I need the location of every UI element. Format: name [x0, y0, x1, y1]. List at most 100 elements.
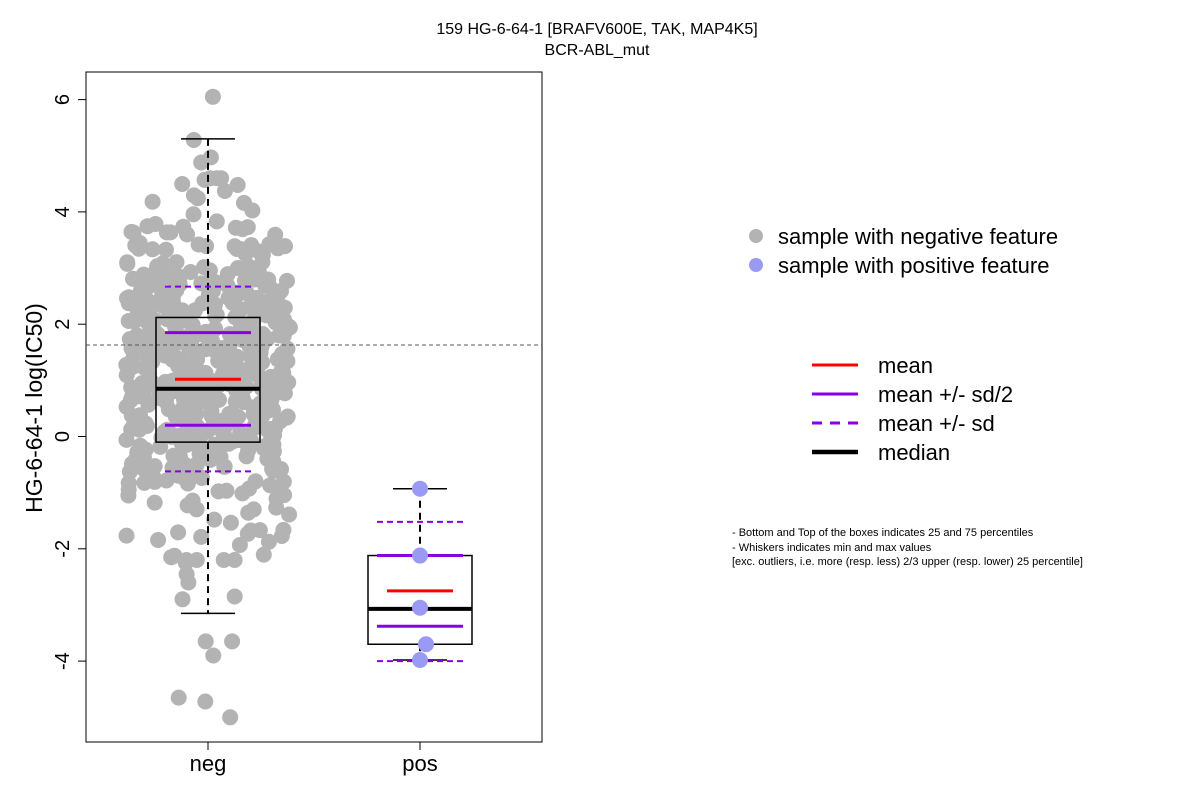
neg-box	[155, 316, 261, 443]
neg-sample-point	[213, 170, 230, 187]
pos-sample-point	[412, 599, 428, 616]
neg-sample-point	[200, 286, 217, 303]
neg-sample-point	[158, 224, 175, 241]
plot-frame	[85, 71, 543, 743]
neg-sample-point	[240, 266, 257, 283]
neg-sample-point	[163, 549, 180, 566]
neg-sample-point	[146, 494, 163, 511]
neg-sample-point	[250, 340, 267, 357]
neg-sample-point	[136, 461, 153, 478]
neg-sample-point	[224, 633, 241, 650]
neg-sample-point	[147, 312, 164, 328]
neg-sample-point	[181, 343, 198, 360]
neg-sample-point	[206, 511, 223, 528]
x-tick-label: neg	[190, 751, 227, 776]
neg-sample-point	[226, 238, 243, 255]
legend-line-label: mean +/- sd	[878, 411, 995, 436]
neg-sample-point	[239, 219, 256, 236]
neg-sample-point	[281, 506, 298, 523]
neg-sample-point	[175, 218, 192, 235]
neg-sample-point	[174, 591, 191, 608]
neg-sample-point	[202, 170, 219, 187]
neg-sample-point	[123, 223, 140, 240]
neg-sample-point	[185, 206, 202, 223]
neg-sample-point	[137, 346, 154, 363]
neg-sample-point	[222, 709, 239, 726]
neg-sample-point	[125, 418, 142, 435]
neg-sample-point	[178, 552, 195, 568]
neg-sample-point	[268, 490, 285, 507]
neg-sample-point	[144, 193, 161, 210]
neg-sample-point	[120, 487, 137, 504]
legend: sample with negative feature sample with …	[749, 224, 1058, 465]
neg-sample-point	[170, 524, 187, 541]
neg-sample-point	[220, 435, 237, 452]
pos-sample-point	[418, 636, 434, 653]
neg-sample-point	[204, 88, 221, 105]
neg-sample-point	[241, 480, 258, 497]
neg-sample-point	[197, 693, 214, 710]
neg-sample-point	[274, 318, 291, 335]
neg-sample-point	[245, 501, 262, 518]
neg-sample-point	[255, 440, 272, 457]
y-tick-label: 2	[52, 319, 74, 330]
neg-sample-point	[149, 258, 166, 275]
neg-sample-point	[140, 396, 157, 413]
neg-sample-point	[219, 277, 236, 294]
neg-sample-point	[259, 303, 276, 320]
neg-sample-point	[232, 301, 249, 318]
neg-sample-point	[158, 391, 175, 408]
neg-sample-point	[119, 290, 135, 307]
neg-sample-point	[185, 132, 202, 148]
legend-line-label: median	[878, 440, 950, 465]
neg-sample-point	[234, 332, 251, 348]
pos-sample-point	[412, 547, 428, 564]
footnotes: - Bottom and Top of the boxes indicates …	[732, 527, 1083, 568]
neg-sample-point	[152, 438, 169, 455]
chart-subtitle: BCR-ABL_mut	[545, 42, 650, 59]
neg-sample-point	[140, 270, 157, 287]
neg-sample-point	[253, 380, 270, 397]
neg-sample-point	[128, 238, 145, 254]
neg-sample-point	[129, 444, 146, 461]
legend-line-label: mean +/- sd/2	[878, 382, 1013, 407]
legend-point-label: sample with negative feature	[778, 224, 1058, 249]
footnote-line-3: [exc. outliers, i.e. more (resp. less) 2…	[732, 556, 1083, 568]
neg-sample-point	[174, 176, 191, 192]
y-tick-label: 0	[52, 431, 74, 442]
neg-sample-point	[170, 358, 187, 375]
neg-sample-point	[127, 334, 144, 351]
neg-sample-point	[189, 190, 206, 207]
neg-sample-point	[264, 430, 281, 446]
neg-sample-point	[197, 341, 214, 358]
neg-sample-point	[197, 633, 214, 650]
neg-sample-point	[176, 391, 193, 408]
neg-sample-point	[211, 391, 227, 408]
neg-sample-point	[244, 202, 261, 219]
neg-sample-point	[179, 475, 196, 492]
legend-point-label: sample with positive feature	[778, 253, 1049, 278]
neg-sample-point	[118, 527, 135, 544]
neg-sample-point	[279, 272, 295, 289]
neg-sample-point	[178, 436, 195, 453]
neg-sample-point	[227, 219, 244, 236]
neg-sample-point	[249, 360, 266, 377]
footnote-line-2: - Whiskers indicates min and max values	[732, 542, 932, 554]
neg-sample-point	[216, 183, 233, 199]
neg-sample-point	[255, 546, 272, 563]
neg-sample-point	[139, 218, 156, 235]
neg-sample-point	[182, 264, 199, 280]
neg-sample-point	[241, 438, 257, 455]
x-tick-label: pos	[402, 751, 437, 776]
neg-sample-point	[120, 313, 137, 329]
neg-sample-point	[154, 297, 171, 314]
neg-sample-point	[188, 501, 205, 518]
neg-sample-point	[144, 241, 161, 258]
neg-sample-point	[229, 348, 245, 365]
neg-sample-point	[269, 290, 286, 307]
footnote-line-1: - Bottom and Top of the boxes indicates …	[732, 527, 1034, 539]
y-tick-label: -2	[52, 540, 74, 558]
neg-sample-point	[154, 336, 171, 353]
neg-sample-point	[158, 241, 174, 258]
neg-sample-point	[212, 448, 229, 465]
